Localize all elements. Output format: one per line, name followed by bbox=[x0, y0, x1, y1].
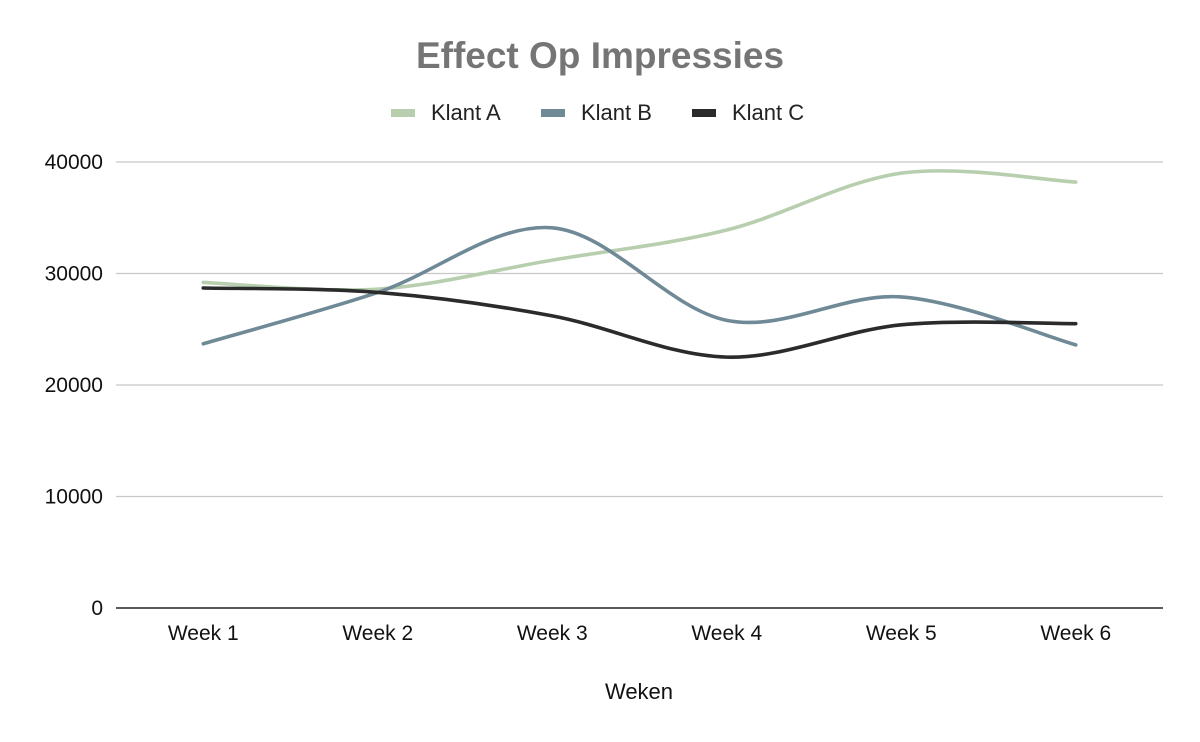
legend-swatch bbox=[692, 109, 716, 117]
series-line-klant-c bbox=[201, 286, 1078, 359]
legend-label: Klant C bbox=[732, 100, 804, 125]
y-tick-label: 40000 bbox=[45, 151, 103, 174]
x-tick-label: Week 1 bbox=[168, 622, 239, 645]
y-tick-label: 20000 bbox=[45, 374, 103, 397]
gridlines bbox=[116, 161, 1163, 498]
legend: Klant A Klant B Klant C bbox=[391, 100, 804, 125]
y-tick-label: 30000 bbox=[45, 263, 103, 286]
x-tick-label: Week 3 bbox=[517, 622, 588, 645]
series-line-klant-b bbox=[201, 225, 1078, 347]
x-tick-label: Week 4 bbox=[691, 622, 762, 645]
legend-swatch bbox=[541, 109, 565, 117]
y-tick-label: 0 bbox=[91, 597, 103, 620]
x-tick-label: Week 6 bbox=[1040, 622, 1111, 645]
series-lines bbox=[201, 169, 1078, 359]
x-tick-label: Week 2 bbox=[342, 622, 413, 645]
chart-title: Effect Op Impressies bbox=[416, 35, 784, 76]
legend-label: Klant B bbox=[581, 100, 652, 125]
y-tick-label: 10000 bbox=[45, 486, 103, 509]
legend-label: Klant A bbox=[431, 100, 501, 125]
y-axis-ticks: 0 10000 20000 30000 40000 bbox=[45, 151, 103, 620]
x-axis-ticks: Week 1 Week 2 Week 3 Week 4 Week 5 Week 6 bbox=[168, 622, 1111, 645]
x-tick-label: Week 5 bbox=[866, 622, 937, 645]
legend-swatch bbox=[391, 109, 415, 117]
x-axis-label: Weken bbox=[605, 679, 673, 704]
